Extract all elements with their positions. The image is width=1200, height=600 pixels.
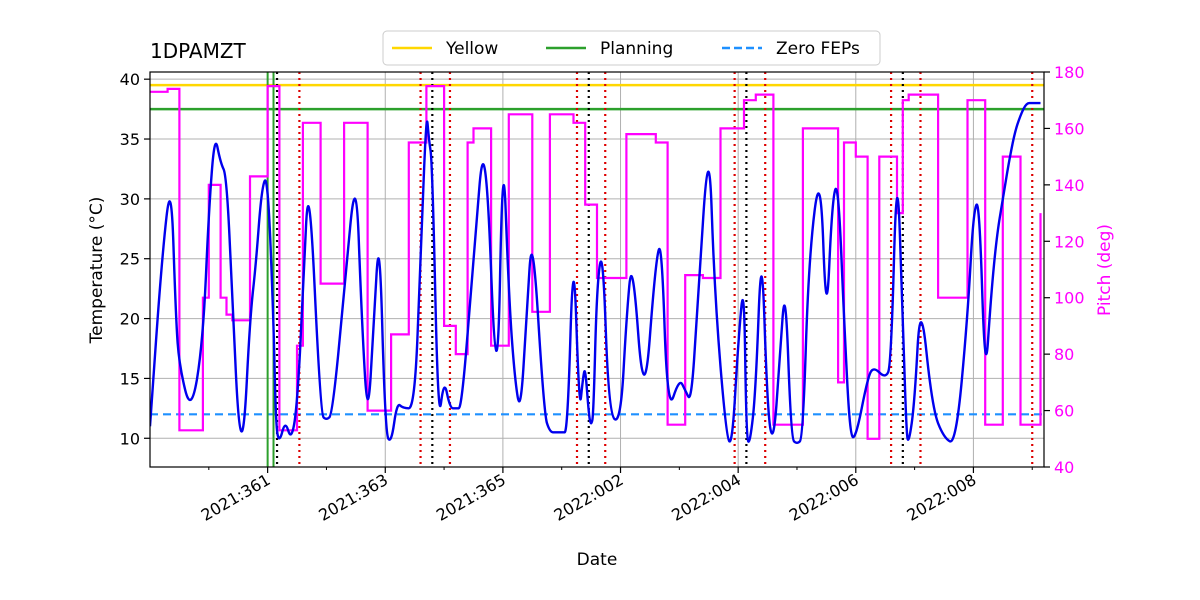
y-axis-title: Temperature (°C) <box>87 197 107 345</box>
legend-planning-label: Planning <box>600 39 673 59</box>
legend-zero-feps-label: Zero FEPs <box>776 39 860 59</box>
y-tick-label: 25 <box>120 250 140 269</box>
y-tick-label: 40 <box>120 70 140 89</box>
y2-tick-label: 80 <box>1054 345 1074 364</box>
y2-axis-title: Pitch (deg) <box>1095 224 1115 316</box>
y2-tick-label: 100 <box>1054 289 1085 308</box>
y-tick-label: 20 <box>120 310 140 329</box>
y-tick-label: 35 <box>120 130 140 149</box>
plot-frame <box>149 71 1045 468</box>
pitch-line <box>150 85 1042 440</box>
y2-tick-label: 140 <box>1054 176 1085 195</box>
y-tick-label: 15 <box>120 369 140 388</box>
chart-title: 1DPAMZT <box>150 39 247 63</box>
y-tick-label: 30 <box>120 190 140 209</box>
y-tick-label: 10 <box>120 429 140 448</box>
legend: Yellow Planning Zero FEPs <box>382 30 881 66</box>
legend-yellow-label: Yellow <box>445 39 498 59</box>
y2-tick-label: 40 <box>1054 458 1074 477</box>
y2-tick-label: 60 <box>1054 402 1074 421</box>
y2-tick-label: 160 <box>1054 119 1085 138</box>
legend-frame <box>382 30 881 66</box>
series-layer <box>150 85 1042 444</box>
y2-tick-label: 120 <box>1054 232 1085 251</box>
temperature-line <box>150 101 1041 444</box>
x-axis-title: Date <box>577 550 618 570</box>
y2-tick-label: 180 <box>1054 63 1085 82</box>
